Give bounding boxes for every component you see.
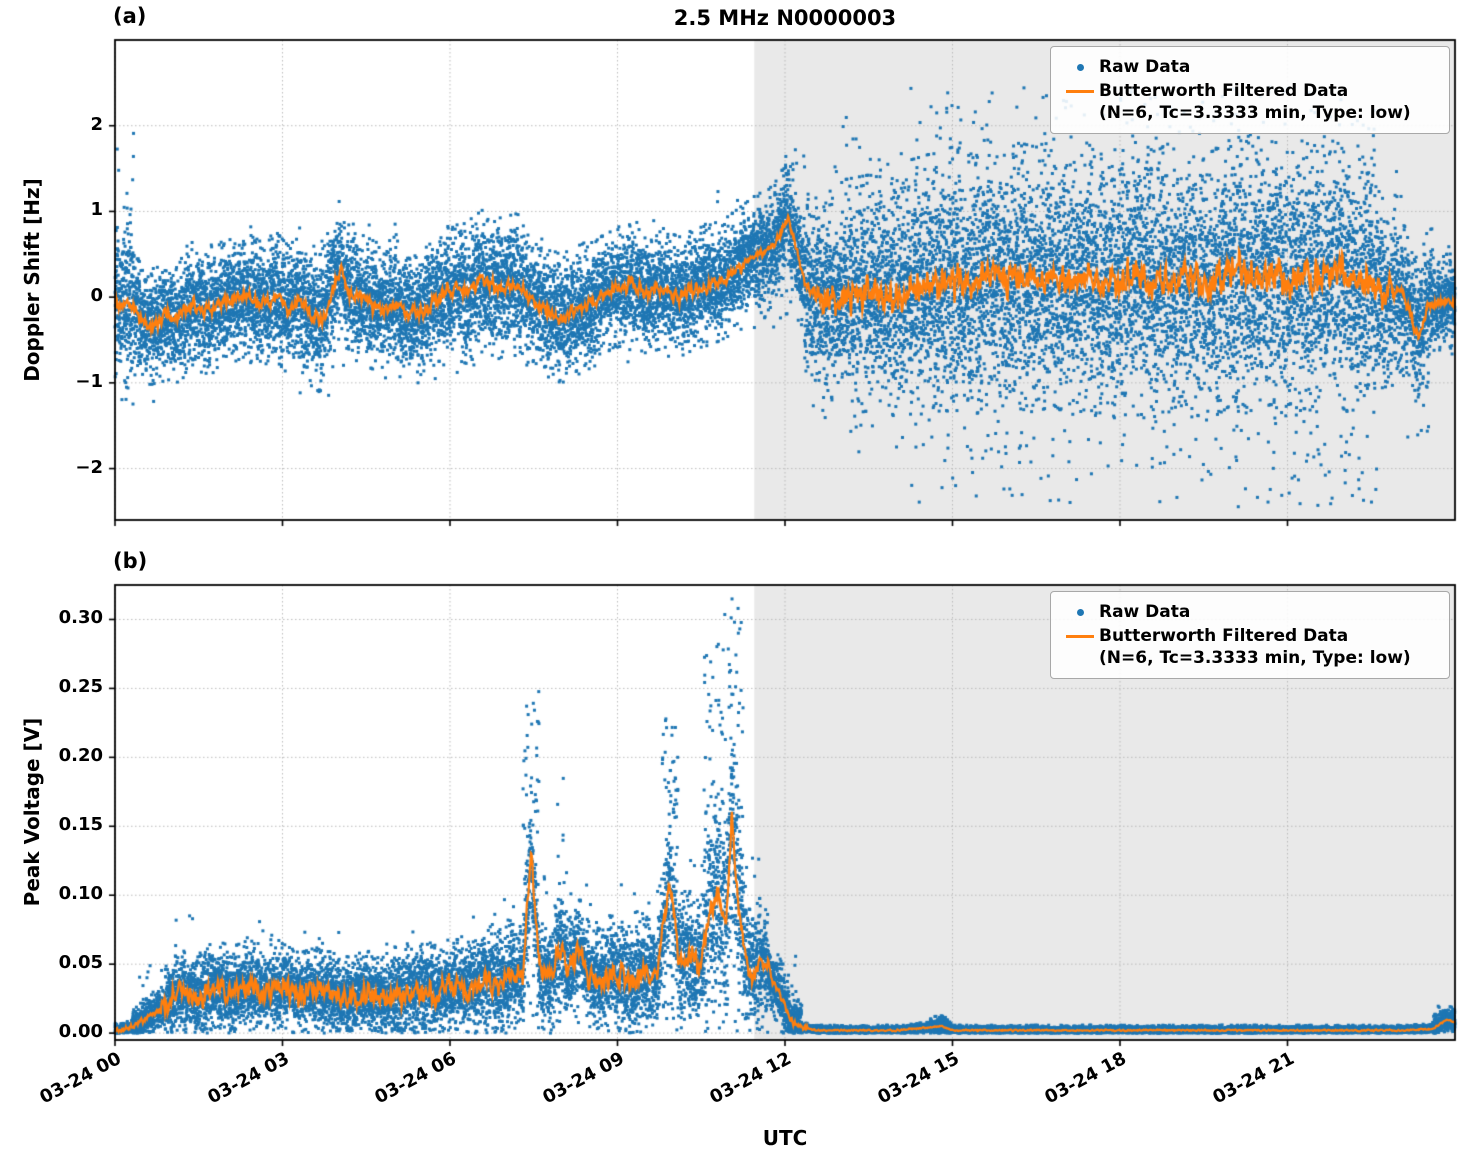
y-tick-label: 0.20 bbox=[58, 745, 103, 767]
raw-data-marker-icon bbox=[1076, 608, 1084, 616]
legend-filtered-sublabel: (N=6, Tc=3.3333 min, Type: low) bbox=[1099, 648, 1411, 669]
y-tick-label: −1 bbox=[75, 370, 103, 392]
legend-entry-raw: Raw Data bbox=[1061, 56, 1439, 78]
legend-filtered-sublabel: (N=6, Tc=3.3333 min, Type: low) bbox=[1099, 103, 1411, 124]
y-tick-label: 2 bbox=[90, 113, 103, 135]
figure-title: 2.5 MHz N0000003 bbox=[673, 6, 897, 30]
panel-b-label: (b) bbox=[113, 549, 148, 573]
legend-entry-filtered: Butterworth Filtered Data (N=6, Tc=3.333… bbox=[1061, 80, 1439, 124]
legend-filtered-label: Butterworth Filtered Data bbox=[1099, 626, 1349, 647]
y-tick-label: 0.00 bbox=[58, 1021, 103, 1043]
legend-panel-a: Raw Data Butterworth Filtered Data (N=6,… bbox=[1050, 46, 1450, 135]
legend-panel-b: Raw Data Butterworth Filtered Data (N=6,… bbox=[1050, 591, 1450, 680]
y-tick-label: −2 bbox=[75, 456, 103, 478]
x-axis-label: UTC bbox=[762, 1126, 808, 1150]
filtered-data-marker-icon bbox=[1066, 89, 1094, 93]
legend-filtered-label: Butterworth Filtered Data bbox=[1099, 81, 1349, 102]
legend-raw-label: Raw Data bbox=[1099, 602, 1191, 622]
y-tick-label: 0.25 bbox=[58, 676, 103, 698]
y-tick-label: 0.15 bbox=[58, 814, 103, 836]
filtered-data-marker-icon bbox=[1066, 634, 1094, 638]
y-tick-label: 0 bbox=[90, 285, 103, 307]
legend-raw-label: Raw Data bbox=[1099, 57, 1191, 77]
legend-entry-filtered: Butterworth Filtered Data (N=6, Tc=3.333… bbox=[1061, 625, 1439, 669]
y-tick-label: 1 bbox=[90, 199, 103, 221]
raw-data-marker-icon bbox=[1076, 63, 1084, 71]
y-tick-label: 0.05 bbox=[58, 952, 103, 974]
panel-a-label: (a) bbox=[113, 4, 147, 28]
y-tick-label: 0.30 bbox=[58, 607, 103, 629]
y-tick-label: 0.10 bbox=[58, 883, 103, 905]
legend-entry-raw: Raw Data bbox=[1061, 601, 1439, 623]
